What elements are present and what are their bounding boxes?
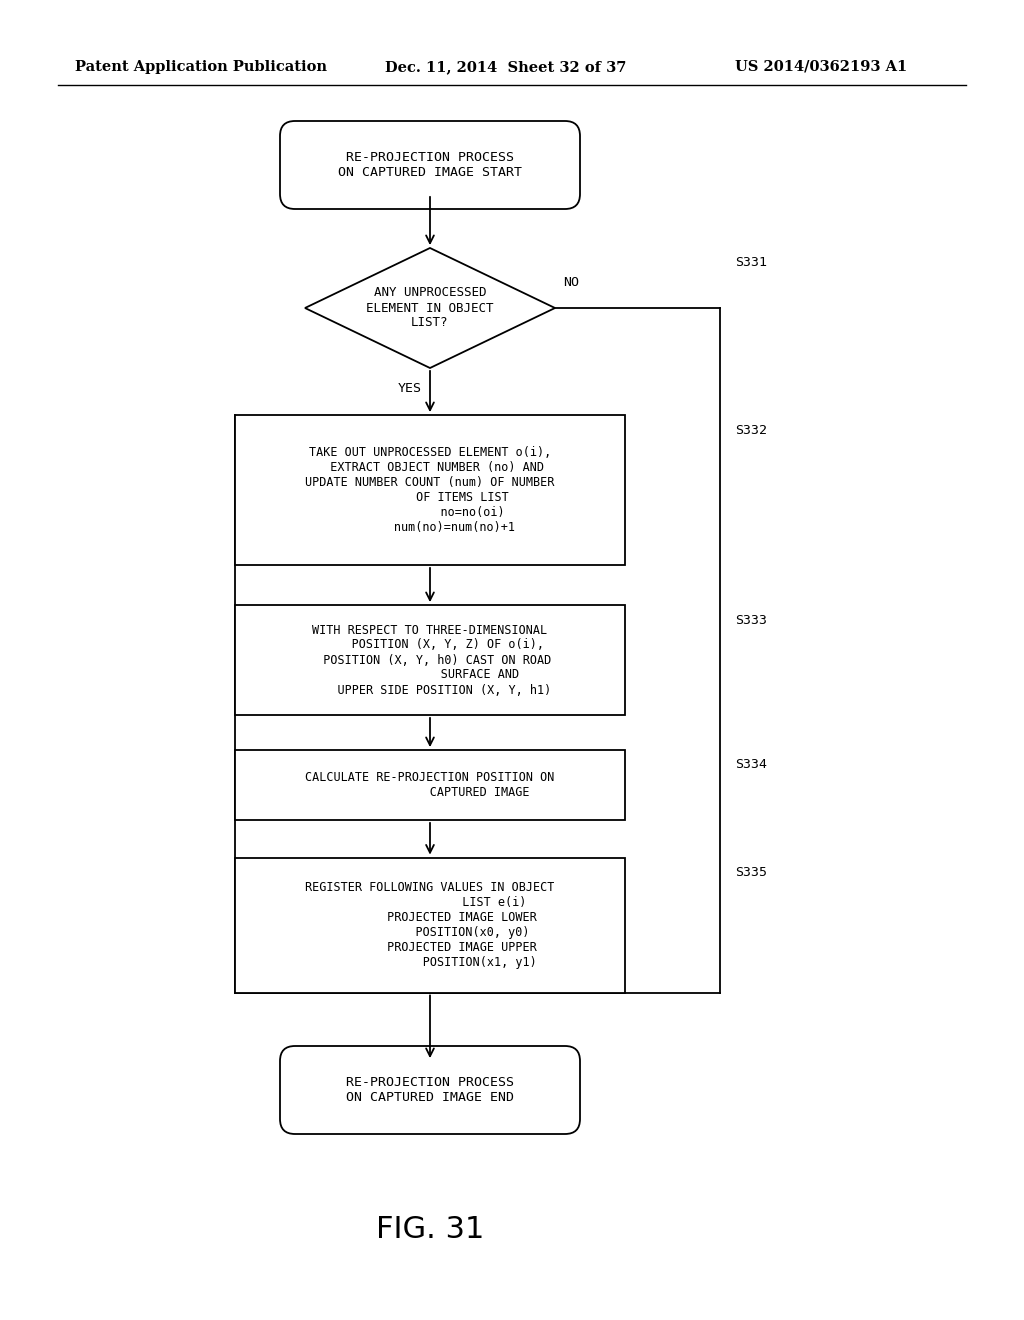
Text: Patent Application Publication: Patent Application Publication bbox=[75, 59, 327, 74]
Text: CALCULATE RE-PROJECTION POSITION ON
              CAPTURED IMAGE: CALCULATE RE-PROJECTION POSITION ON CAPT… bbox=[305, 771, 555, 799]
Text: NO: NO bbox=[563, 276, 579, 289]
Text: Dec. 11, 2014  Sheet 32 of 37: Dec. 11, 2014 Sheet 32 of 37 bbox=[385, 59, 627, 74]
Text: S332: S332 bbox=[735, 424, 767, 437]
Text: REGISTER FOLLOWING VALUES IN OBJECT
                  LIST e(i)
         PROJECT: REGISTER FOLLOWING VALUES IN OBJECT LIST… bbox=[305, 880, 555, 969]
Text: US 2014/0362193 A1: US 2014/0362193 A1 bbox=[735, 59, 907, 74]
Bar bbox=[234, 414, 625, 565]
Bar bbox=[234, 858, 625, 993]
Text: S333: S333 bbox=[735, 614, 767, 627]
Text: RE-PROJECTION PROCESS
ON CAPTURED IMAGE START: RE-PROJECTION PROCESS ON CAPTURED IMAGE … bbox=[338, 150, 522, 180]
Polygon shape bbox=[305, 248, 555, 368]
Text: WITH RESPECT TO THREE-DIMENSIONAL
     POSITION (X, Y, Z) OF o(i),
  POSITION (X: WITH RESPECT TO THREE-DIMENSIONAL POSITI… bbox=[309, 623, 551, 697]
Text: S334: S334 bbox=[735, 759, 767, 771]
Text: YES: YES bbox=[398, 381, 422, 395]
Text: S331: S331 bbox=[735, 256, 767, 269]
FancyBboxPatch shape bbox=[280, 1045, 580, 1134]
FancyBboxPatch shape bbox=[280, 121, 580, 209]
Bar bbox=[234, 605, 625, 715]
Text: TAKE OUT UNPROCESSED ELEMENT o(i),
  EXTRACT OBJECT NUMBER (no) AND
UPDATE NUMBE: TAKE OUT UNPROCESSED ELEMENT o(i), EXTRA… bbox=[305, 446, 555, 535]
Text: S335: S335 bbox=[735, 866, 767, 879]
Bar bbox=[234, 750, 625, 820]
Text: RE-PROJECTION PROCESS
ON CAPTURED IMAGE END: RE-PROJECTION PROCESS ON CAPTURED IMAGE … bbox=[346, 1076, 514, 1104]
Text: ANY UNPROCESSED
ELEMENT IN OBJECT
LIST?: ANY UNPROCESSED ELEMENT IN OBJECT LIST? bbox=[367, 286, 494, 330]
Text: FIG. 31: FIG. 31 bbox=[376, 1216, 484, 1245]
